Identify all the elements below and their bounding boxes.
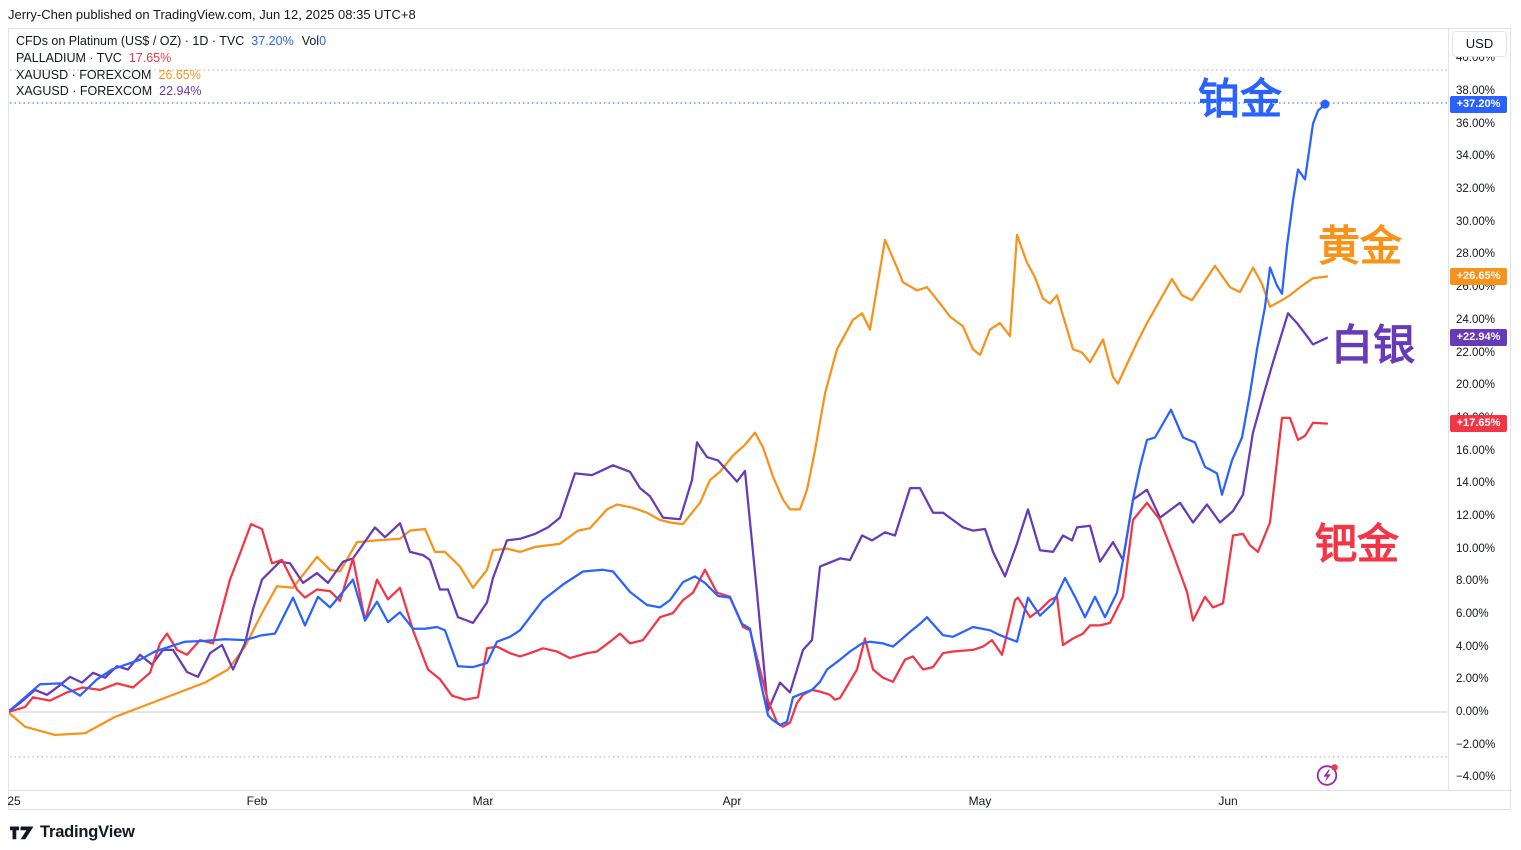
series-annotation-钯金: 钯金 [1314,520,1400,568]
legend-symbol-silver: XAGUSD · FOREXCOM [16,84,153,99]
legend-symbol-gold: XAUUSD · FOREXCOM [16,67,152,82]
legend-symbol-platinum: CFDs on Platinum (US$ / OZ) · 1D · TVC [16,34,245,48]
y-axis-label-16: 16.00% [1456,444,1496,457]
series-line-palladium [9,416,1329,728]
x-axis-label-Feb: Feb [246,794,268,808]
x-axis-label-Mar: Mar [472,794,494,808]
price-axis-divider [1448,29,1449,790]
y-axis-label--4: −4.00% [1456,771,1496,784]
x-axis-label-May: May [968,794,992,808]
x-axis-label-25: 25 [7,794,21,808]
series-annotation-白银: 白银 [1330,321,1416,369]
legend-row-palladium[interactable]: PALLADIUM · TVC 17.65% [16,51,326,68]
y-axis-label-30: 30.00% [1456,215,1496,228]
series-line-silver [9,312,1329,713]
currency-toggle-button[interactable]: USD [1452,31,1507,57]
legend-row-silver[interactable]: XAGUSD · FOREXCOM 22.94% [16,84,326,101]
y-axis-label-34: 34.00% [1456,150,1496,163]
y-axis-label-6: 6.00% [1456,607,1489,620]
y-axis-label-20: 20.00% [1456,379,1496,392]
y-axis-label--2: −2.00% [1456,738,1496,751]
y-axis-label-0: 0.00% [1456,706,1489,718]
attribution-text: Jerry-Chen published on TradingView.com,… [8,7,416,22]
series-line-platinum [9,103,1327,727]
y-axis-label-14: 14.00% [1456,477,1496,490]
tradingview-logo-icon [10,826,34,839]
x-axis-label-Jun: Jun [1218,794,1238,808]
flash-idea-icon[interactable] [1314,762,1342,790]
price-badge-platinum: +37.20% [1450,95,1507,113]
tradingview-logo-text: TradingView [40,823,135,841]
legend: CFDs on Platinum (US$ / OZ) · 1D · TVC 37… [16,34,326,101]
legend-change-palladium: 17.65% [128,50,172,65]
y-axis-label-8: 8.00% [1456,575,1489,588]
y-axis-label-22: 22.00% [1456,346,1496,359]
legend-vol-value: 0 [319,34,327,48]
y-axis-label-4: 4.00% [1456,640,1489,653]
y-axis-label-10: 10.00% [1456,542,1496,555]
y-axis-label-32: 32.00% [1456,183,1496,196]
chart-frame [8,28,1511,810]
flash-circle [1316,765,1338,786]
series-annotation-铂金: 铂金 [1197,75,1283,123]
legend-symbol-palladium: PALLADIUM · TVC [16,50,122,65]
legend-change-platinum: 37.20% [251,34,294,48]
y-axis-label-12: 12.00% [1456,509,1496,522]
series-line-gold [9,233,1329,737]
x-axis-label-Apr: Apr [722,794,742,808]
legend-change-gold: 26.65% [158,67,201,82]
y-axis-label-2: 2.00% [1456,673,1489,686]
legend-vol-label: Vol [301,34,320,48]
price-badge-palladium: +17.65% [1450,415,1507,433]
y-axis-label-38: 38.00% [1456,85,1496,98]
y-axis-label-24: 24.00% [1456,313,1496,326]
series-annotation-黄金: 黄金 [1317,222,1403,270]
legend-row-gold[interactable]: XAUUSD · FOREXCOM 26.65% [16,68,326,85]
legend-row-platinum[interactable]: CFDs on Platinum (US$ / OZ) · 1D · TVC 37… [16,34,326,51]
legend-change-silver: 22.94% [159,84,202,99]
y-axis-label-28: 28.00% [1456,248,1496,261]
y-axis-label-36: 36.00% [1456,117,1496,130]
last-price-dot [1320,99,1330,109]
price-badge-silver: +22.94% [1450,328,1507,346]
lightning-bolt-icon [1323,769,1331,782]
notification-dot [1331,764,1338,771]
time-axis-divider [9,790,1512,791]
price-badge-gold: +26.65% [1450,268,1507,286]
tradingview-logo-link[interactable]: TradingView [10,823,135,842]
